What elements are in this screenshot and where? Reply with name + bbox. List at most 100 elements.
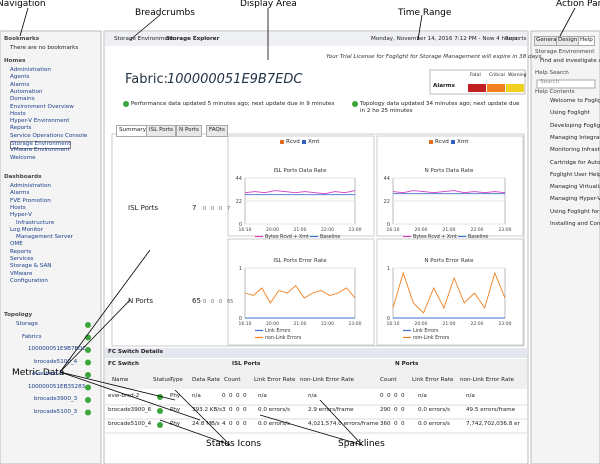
nav-item[interactable]: brocade5100_4: [34, 358, 78, 365]
table-title: FC Switch Details: [108, 349, 163, 355]
nav-item[interactable]: Welcome: [10, 154, 36, 161]
y-tick-label: 44: [384, 176, 390, 182]
nav-section-header[interactable]: Homes: [4, 58, 26, 64]
tab[interactable]: Design: [556, 36, 580, 46]
nav-item[interactable]: Administration: [10, 67, 51, 73]
tab[interactable]: N Ports: [176, 125, 202, 137]
table-title-bar: [105, 348, 527, 358]
cell: Phy: [170, 393, 181, 399]
x-tick-label: 16:10: [387, 321, 400, 327]
column-header[interactable]: Type: [170, 377, 183, 383]
column-header[interactable]: non-Link Error Rate: [460, 377, 515, 383]
tab[interactable]: Help: [578, 36, 595, 46]
panel-item[interactable]: Find and investigate any c: [540, 58, 600, 64]
tab[interactable]: FAQts: [206, 125, 228, 137]
port-count: 7: [227, 206, 231, 212]
alarm-level: Warning: [508, 73, 527, 78]
cell: n/a: [466, 393, 475, 399]
panel-item[interactable]: Managing Virtualiz: [550, 184, 600, 191]
search-box[interactable]: [536, 79, 596, 89]
nav-section-header[interactable]: Bookmarks: [4, 36, 40, 42]
nav-item[interactable]: Configuration: [10, 277, 48, 284]
tab[interactable]: Summary: [116, 125, 150, 137]
nav-item[interactable]: Alarms: [10, 81, 30, 88]
nav-item[interactable]: Reports: [10, 248, 32, 255]
series-line: [244, 284, 356, 304]
legend-label: Xmt: [457, 139, 469, 145]
nav-item[interactable]: Services: [10, 256, 34, 262]
series-line: [244, 190, 356, 195]
column-header[interactable]: Count: [224, 377, 241, 383]
nav-item[interactable]: Fabrics: [22, 333, 42, 340]
nav-item[interactable]: Hyper-V Environment: [10, 118, 70, 125]
alarm-cell: [487, 84, 505, 92]
nav-item[interactable]: 100000051E9B7EDC: [28, 346, 87, 352]
port-row-name: N Ports: [128, 297, 153, 305]
x-tick-label: 22:00: [471, 321, 484, 327]
column-header[interactable]: non-Link Error Rate: [300, 377, 355, 383]
panel-section-header[interactable]: Help Contents: [535, 89, 575, 95]
column-header[interactable]: Link Error Rate: [412, 377, 454, 383]
nav-section-header[interactable]: Topology: [4, 312, 33, 318]
nav-item[interactable]: Infrastructure: [16, 219, 55, 226]
nav-item[interactable]: Automation: [10, 88, 43, 95]
legend-label: Link Errors: [265, 328, 291, 334]
panel-item[interactable]: Foglight User Help: [550, 171, 600, 178]
x-tick-label: 20:00: [266, 321, 279, 327]
tab[interactable]: ISL Ports: [146, 125, 177, 137]
cell: brocade5100_4: [108, 421, 152, 427]
nav-item[interactable]: Log Monitor: [10, 226, 44, 233]
nav-item[interactable]: Agents: [10, 74, 30, 81]
panel-item[interactable]: Using Foglight for S: [550, 208, 600, 215]
breadcrumb[interactable]: Storage Environment: [114, 36, 174, 42]
nav-item[interactable]: Reports: [10, 125, 32, 132]
column-header[interactable]: Count: [380, 377, 397, 383]
nav-item[interactable]: FVE Promotion: [10, 197, 51, 204]
nav-item[interactable]: 100000051EB35283: [28, 383, 86, 390]
nav-item[interactable]: Storage: [16, 321, 38, 327]
nav-item[interactable]: evw-brcd-2: [32, 371, 64, 377]
nav-item[interactable]: VMware: [10, 270, 33, 277]
panel-item[interactable]: Managing Hyper-V: [550, 196, 600, 203]
nav-item[interactable]: Hyper-V: [10, 212, 32, 219]
nav-item[interactable]: There are no bookmarks: [10, 45, 79, 51]
alarms-title: Alarms: [433, 83, 455, 89]
x-tick-label: 21:00: [294, 321, 307, 327]
column-header[interactable]: Data Rate: [192, 377, 220, 383]
panel-item[interactable]: Using Foglight: [550, 110, 590, 117]
column-header[interactable]: Status: [153, 377, 171, 383]
cell: n/a: [308, 393, 317, 399]
panel-item[interactable]: Installing and Conf: [550, 221, 600, 227]
nav-item[interactable]: Storage & SAN: [10, 263, 52, 270]
column-header[interactable]: Name: [112, 377, 129, 383]
nav-item[interactable]: OME: [10, 241, 23, 248]
nav-item[interactable]: Alarms: [10, 190, 30, 197]
nav-item[interactable]: VMware Environment: [10, 147, 70, 154]
nav-item[interactable]: Domains: [10, 96, 35, 103]
nav-item[interactable]: Service Operations Console: [10, 132, 88, 139]
panel-item[interactable]: Managing Integratio: [550, 134, 600, 141]
nav-item[interactable]: Hosts: [10, 204, 26, 211]
nav-item[interactable]: Administration: [10, 183, 51, 189]
nav-item[interactable]: Storage Environment: [10, 141, 72, 149]
cell: 0.0 errors/s: [418, 407, 450, 413]
panel-item[interactable]: Search: [540, 79, 560, 85]
nav-section-header[interactable]: Dashboards: [4, 174, 42, 180]
nav-item[interactable]: brocade5100_3: [34, 408, 78, 415]
nav-item[interactable]: brocade3900_3: [34, 396, 78, 402]
panel-section-header[interactable]: Storage Environment: [535, 49, 595, 55]
panel-item[interactable]: Developing Foglight: [550, 122, 600, 129]
fabric-id: 100000051E9B7EDC: [167, 72, 303, 87]
nav-item[interactable]: Hosts: [10, 110, 26, 117]
time-range[interactable]: Monday, November 14, 2016 7:12 PM - Now …: [371, 36, 518, 42]
panel-section-header[interactable]: Help Search: [535, 70, 569, 76]
panel-item[interactable]: Monitoring Infrastr: [550, 147, 600, 154]
column-header[interactable]: Link Error Rate: [254, 377, 296, 383]
panel-item[interactable]: Cartridge for Autom: [550, 159, 600, 166]
reports-button[interactable]: Reports: [505, 36, 527, 42]
nav-item[interactable]: Environment Overview: [10, 103, 74, 110]
nav-item[interactable]: Management Server: [16, 234, 73, 241]
legend-label: Baseline: [320, 234, 340, 240]
panel-item[interactable]: Welcome to Foglight: [550, 98, 600, 104]
